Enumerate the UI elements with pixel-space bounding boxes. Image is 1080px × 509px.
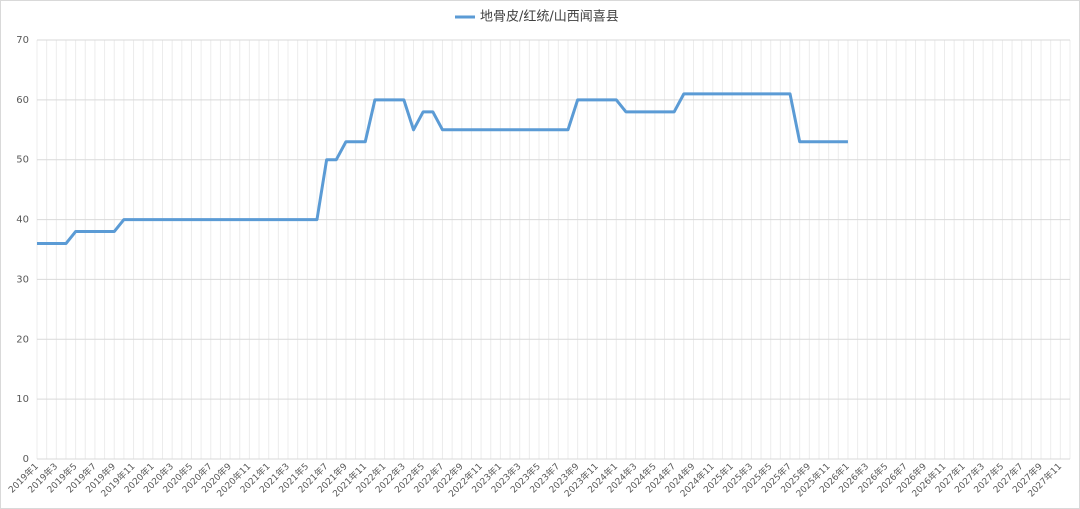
y-tick-label: 20 <box>16 334 29 345</box>
y-tick-label: 70 <box>16 35 29 46</box>
y-tick-label: 10 <box>16 394 29 405</box>
y-tick-label: 0 <box>23 454 29 465</box>
y-tick-label: 50 <box>16 155 29 166</box>
y-tick-label: 60 <box>16 95 29 106</box>
y-tick-label: 40 <box>16 215 29 226</box>
legend: 地骨皮/红统/山西闻喜县 <box>455 9 619 25</box>
y-tick-label: 30 <box>16 274 29 285</box>
legend-label: 地骨皮/红统/山西闻喜县 <box>480 9 619 25</box>
data-line <box>37 92 848 246</box>
